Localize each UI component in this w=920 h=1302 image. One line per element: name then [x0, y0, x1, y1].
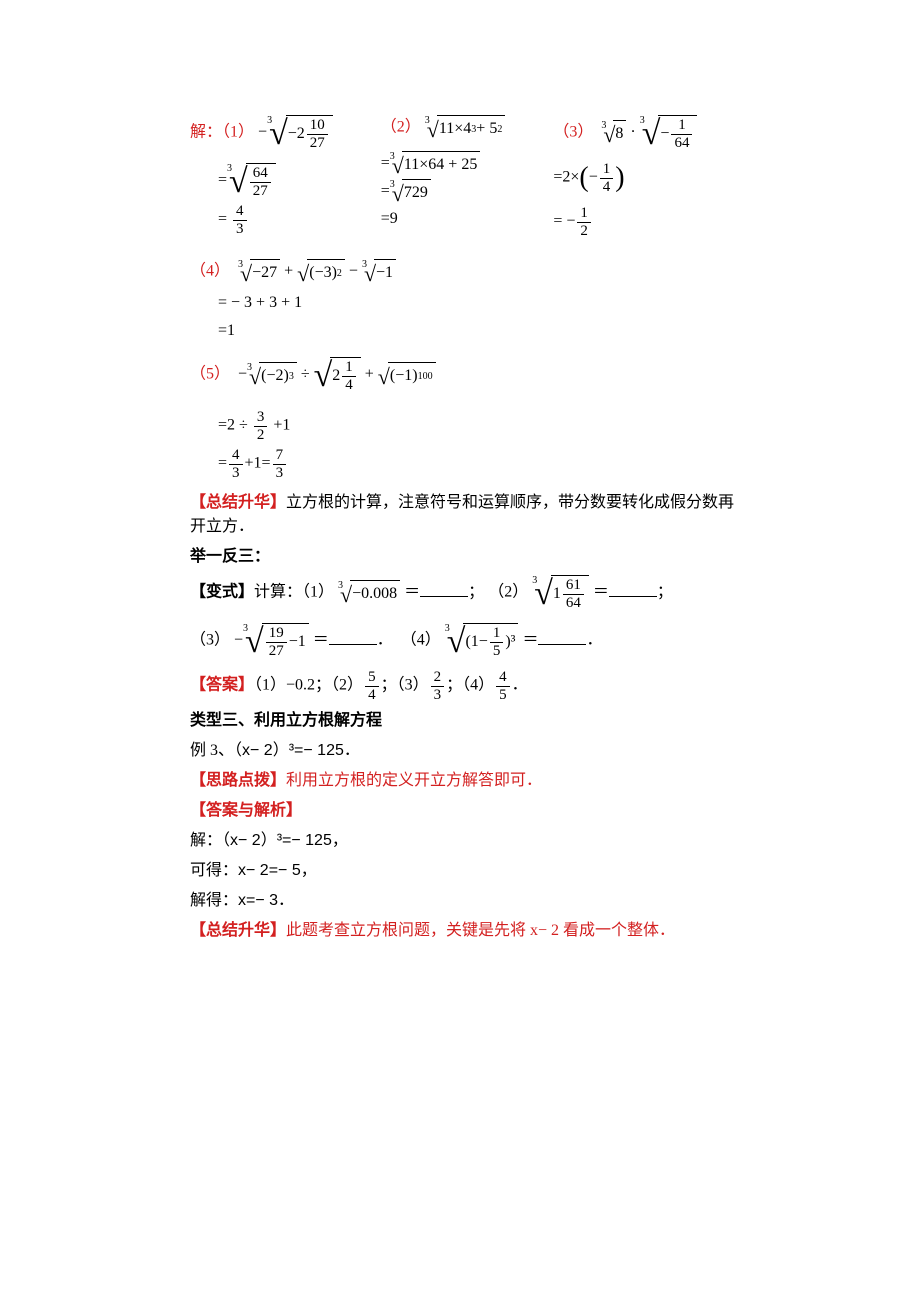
ex3-problem: （x− 2）³=− 125．	[234, 742, 360, 759]
example-3: 例 3、（x− 2）³=− 125．	[190, 739, 750, 763]
p5-step1: =2 ÷ 32 +1	[218, 409, 750, 443]
variant-answers: 【答案】（1）−0.2；（2）54；（3）23；（4）45．	[190, 669, 750, 703]
sol2-line2: 可得：x− 2=− 5，	[190, 859, 750, 883]
variant-row-1: 【变式】计算：（1） 3√−0.008 ＝； （2） 3√16164 ＝；	[190, 575, 750, 611]
summary2-body: 此题考查立方根问题，关键是先将 x− 2 看成一个整体．	[286, 922, 675, 939]
blank-1	[420, 580, 468, 597]
problem-5: （5） −3√(−2)3 ÷ √214 + √(−1)100	[190, 357, 750, 393]
ans2-lead: 【答案与解析】	[190, 799, 750, 823]
hint-line: 【思路点拨】利用立方根的定义开立方解答即可．	[190, 769, 750, 793]
p4-step2: =1	[218, 319, 750, 343]
variant-lead: 【变式】	[190, 584, 254, 601]
type3-header: 类型三、利用立方根解方程	[190, 709, 750, 733]
summary-2: 【总结升华】此题考查立方根问题，关键是先将 x− 2 看成一个整体．	[190, 919, 750, 943]
variant-row-2: （3） −3√1927−1 ＝． （4） 3√(1−15)³ ＝．	[190, 623, 750, 659]
blank-4	[538, 628, 586, 645]
ex3-label: 例 3、	[190, 742, 234, 759]
summary2-lead: 【总结升华】	[190, 922, 286, 939]
ans-lead: 【答案】	[190, 677, 254, 694]
blank-2	[609, 580, 657, 597]
p4-label: （4）	[190, 263, 230, 280]
sol2-line1: 解：（x− 2）³=− 125，	[190, 829, 750, 853]
problem-1: 解：（1） −3√−21027 =3√6427 = 43	[190, 115, 333, 249]
problem-2: （2） 3√11×43 + 52 =3√11×64 + 25 =3√729 =9	[381, 115, 506, 241]
page-root: 解：（1） −3√−21027 =3√6427 = 43 （2） 3√11×43…	[0, 0, 920, 1302]
hint-body: 利用立方根的定义开立方解答即可．	[286, 772, 542, 789]
problem-3: （3） 3√8 · 3√−164 =2×(−14) = −12	[553, 115, 697, 249]
summary1-lead: 【总结升华】	[190, 494, 286, 511]
p5-label: （5）	[190, 366, 230, 383]
problem-4: （4） 3√−27 + √(−3)2 − 3√−1	[190, 259, 750, 285]
sol2-line3: 解得：x=− 3．	[190, 889, 750, 913]
variant-header: 举一反三：	[190, 545, 750, 569]
p4-step1: = − 3 + 3 + 1	[218, 291, 750, 315]
p1-label: （1）	[222, 124, 254, 141]
variant-prompt: 计算：	[254, 584, 302, 601]
solution-label: 解：	[190, 124, 222, 141]
p2-label: （2）	[381, 119, 421, 136]
p3-label: （3）	[553, 124, 593, 141]
hint-lead: 【思路点拨】	[190, 772, 286, 789]
summary-1: 【总结升华】立方根的计算，注意符号和运算顺序，带分数要转化成假分数再开立方．	[190, 491, 750, 539]
solution-row-1: 解：（1） −3√−21027 =3√6427 = 43 （2） 3√11×43…	[190, 115, 750, 249]
p5-step2: =43+1=73	[218, 447, 750, 481]
blank-3	[329, 628, 377, 645]
